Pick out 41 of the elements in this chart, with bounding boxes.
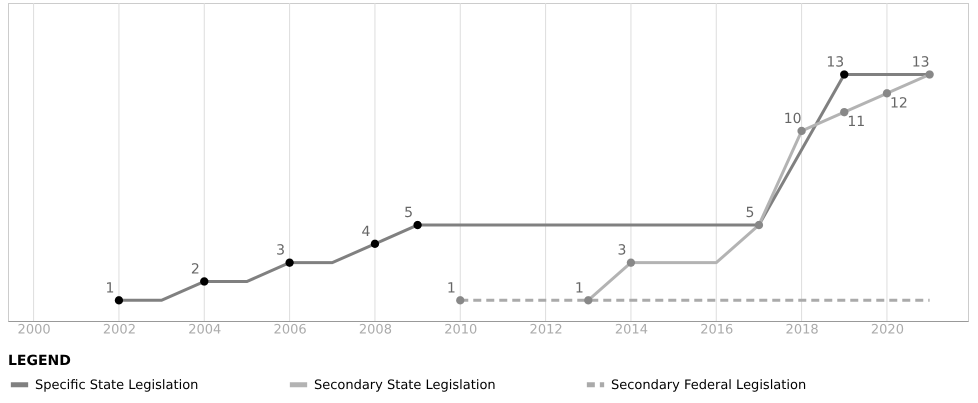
x-tick-label: 2016 <box>700 322 734 338</box>
point <box>413 220 422 230</box>
data-label: 5 <box>404 205 414 222</box>
point <box>840 70 848 79</box>
x-tick-label: 2020 <box>870 322 904 338</box>
x-tick-label: 2010 <box>444 322 478 338</box>
x-tick-label: 2018 <box>786 322 819 338</box>
point <box>114 296 124 304</box>
legend-title: LEGEND <box>8 353 71 369</box>
data-label: 10 <box>784 110 802 127</box>
point <box>370 240 380 248</box>
x-tick-label: 2012 <box>530 322 563 338</box>
point <box>285 258 294 267</box>
x-tick-label: 2000 <box>18 322 51 338</box>
x-tick-label: 2008 <box>358 322 392 338</box>
data-label: 3 <box>276 242 286 259</box>
data-label: 1 <box>105 280 114 296</box>
point <box>200 277 208 286</box>
data-label: 13 <box>826 54 844 71</box>
data-label: 11 <box>847 114 866 130</box>
data-label: 5 <box>745 205 754 222</box>
point <box>626 258 636 267</box>
point <box>797 126 806 136</box>
legend-label: Secondary Federal Legislation <box>611 378 806 393</box>
point <box>456 296 464 304</box>
data-label: 4 <box>361 224 370 240</box>
point <box>882 89 892 98</box>
legend-label: Specific State Legislation <box>35 378 198 393</box>
x-tick-label: 2006 <box>274 322 307 338</box>
point <box>584 296 592 304</box>
x-tick-label: 2014 <box>614 322 648 338</box>
point <box>840 108 848 116</box>
data-label: 1 <box>574 280 584 296</box>
data-label: 13 <box>912 54 930 71</box>
x-tick-label: 2004 <box>188 322 222 338</box>
x-tick-label: 2002 <box>102 322 136 338</box>
data-label: 3 <box>617 242 626 259</box>
data-label: 2 <box>190 261 200 278</box>
data-label: 12 <box>890 95 908 112</box>
data-label: 1 <box>446 280 456 296</box>
legend-label: Secondary State Legislation <box>314 378 496 393</box>
